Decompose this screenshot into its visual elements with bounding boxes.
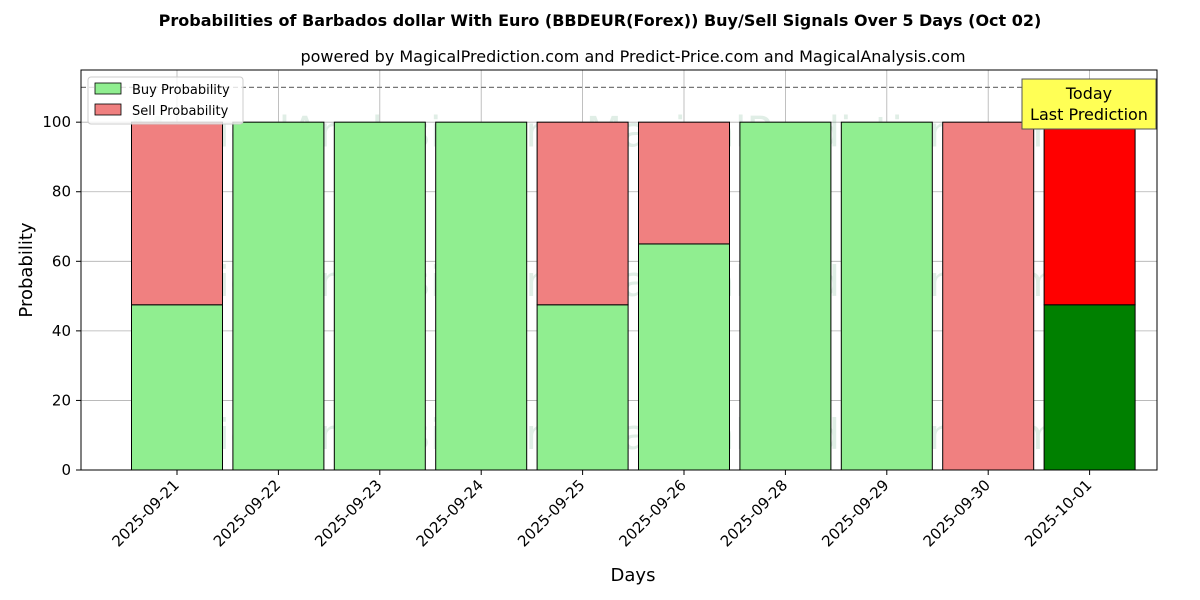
legend-label-sell: Sell Probability [132, 104, 229, 119]
y-tick-label: 20 [52, 391, 71, 409]
bar-buy [232, 121, 325, 471]
bar-buy [840, 121, 933, 471]
x-tick-label: 2025-09-25 [514, 476, 588, 550]
y-tick-label: 80 [52, 183, 71, 201]
bar-buy [131, 304, 223, 471]
y-tick-label: 60 [52, 252, 71, 270]
chart-subtitle: powered by MagicalPrediction.com and Pre… [300, 47, 965, 66]
bar-sell [536, 121, 629, 306]
today-annotation: Today Last Prediction [1021, 78, 1157, 130]
bar-sell [131, 121, 223, 306]
y-tick-label: 100 [42, 113, 71, 131]
bar-sell [638, 121, 730, 245]
x-tick-label: 2025-09-30 [920, 476, 994, 550]
legend-box [87, 76, 244, 125]
x-tick-label: 2025-09-26 [615, 476, 689, 550]
annotation-line-2: Last Prediction [1030, 105, 1148, 124]
bar-sell [942, 121, 1035, 471]
x-tick-label: 2025-09-28 [717, 476, 791, 550]
bar-buy [333, 121, 426, 471]
bar-buy [638, 243, 730, 471]
y-tick-label: 40 [52, 322, 71, 340]
annotation-box [1021, 78, 1157, 130]
x-tick-label: 2025-09-22 [210, 476, 284, 550]
x-axis-label: Days [611, 565, 656, 586]
y-axis-label: Probability [16, 222, 37, 317]
legend-label-buy: Buy Probability [132, 83, 230, 98]
x-tick-label: 2025-09-23 [311, 476, 385, 550]
x-axis: 2025-09-21 2025-09-22 2025-09-23 2025-09-24… [108, 470, 1095, 550]
x-tick-label: 2025-09-24 [413, 476, 487, 550]
plot-frame [80, 69, 1158, 471]
bar-buy [435, 121, 528, 471]
bar-buy [536, 304, 629, 471]
legend-swatch-buy [94, 82, 122, 95]
x-tick-label: 2025-09-21 [108, 476, 182, 550]
chart-title: Probabilities of Barbados dollar With Eu… [159, 11, 1042, 30]
x-tick-label: 2025-10-01 [1021, 476, 1095, 550]
legend-swatch-sell [94, 103, 122, 116]
bars [131, 121, 1136, 471]
bar-buy [1043, 304, 1136, 471]
y-axis: 0 20 40 60 80 100 [42, 113, 81, 479]
bar-buy [739, 121, 832, 471]
annotation-line-1: Today [1065, 84, 1112, 103]
legend: Buy Probability Sell Probability [87, 76, 244, 125]
x-tick-label: 2025-09-29 [818, 476, 892, 550]
y-tick-label: 0 [61, 461, 71, 479]
bar-sell [1043, 121, 1136, 306]
